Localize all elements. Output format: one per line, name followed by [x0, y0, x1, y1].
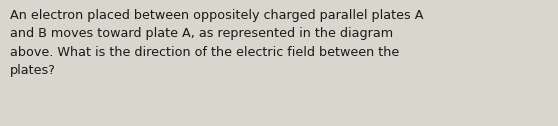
Text: An electron placed between oppositely charged parallel plates A
and B moves towa: An electron placed between oppositely ch… [10, 9, 424, 77]
